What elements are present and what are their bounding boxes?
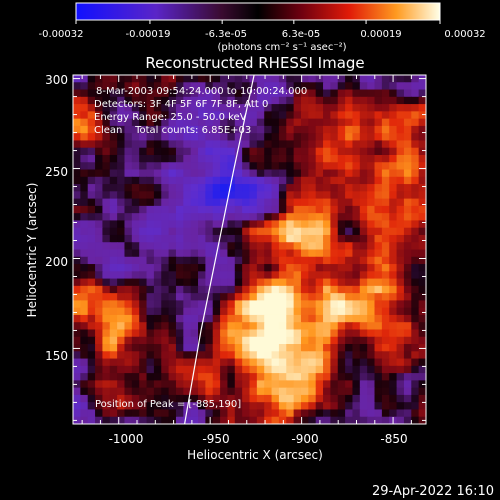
colorbar-tick-label: 0.00019	[360, 29, 401, 40]
colorbar-unit-label: (photons cm⁻² s⁻¹ asec⁻²)	[217, 42, 346, 53]
colorbar-tick-label: 6.3e-05	[282, 29, 320, 40]
x-tick-label: -850	[380, 432, 407, 446]
y-tick-label: 200	[45, 255, 68, 269]
colorbar-tick-label: 0.00032	[444, 29, 485, 40]
info-detectors: Detectors: 3F 4F 5F 6F 7F 8F, Att 0	[94, 99, 268, 110]
plot-frame	[72, 74, 427, 425]
colorbar-tick-label: -6.3e-05	[205, 29, 247, 40]
info-overlay: 8-Mar-2003 09:54:24.000 to 10:00:24.000 …	[94, 86, 307, 136]
x-axis-label: Heliocentric X (arcsec)	[187, 448, 323, 462]
y-axis-label: Heliocentric Y (arcsec)	[25, 183, 39, 318]
x-tick-label: -1000	[109, 432, 144, 446]
solar-limb-line	[184, 75, 255, 424]
info-counts: Clean Total counts: 6.85E+03	[94, 125, 251, 136]
y-tick-label: 250	[45, 165, 68, 179]
info-time-range: 8-Mar-2003 09:54:24.000 to 10:00:24.000	[96, 86, 307, 97]
colorbar-tick-label: -0.00019	[126, 29, 171, 40]
colorbar-ticks	[75, 20, 441, 24]
y-tick-label: 150	[45, 349, 68, 363]
footer-timestamp: 29-Apr-2022 16:10	[372, 484, 494, 499]
colorbar-tick-label: -0.00032	[39, 29, 84, 40]
axis-ticks	[73, 75, 426, 424]
rhessi-image	[73, 75, 426, 424]
x-tick-label: -900	[291, 432, 318, 446]
y-tick-label: 300	[45, 73, 68, 87]
heatmap-cells	[73, 75, 426, 424]
plot-title: Reconstructed RHESSI Image	[145, 54, 364, 72]
x-tick-label: -950	[202, 432, 229, 446]
colorbar: -0.00032 -0.00019 -6.3e-05 6.3e-05 0.000…	[39, 2, 486, 53]
colorbar-gradient	[75, 2, 441, 21]
peak-position-label: Position of Peak = [-885,190]	[95, 399, 241, 410]
info-energy-range: Energy Range: 25.0 - 50.0 keV	[94, 112, 247, 123]
